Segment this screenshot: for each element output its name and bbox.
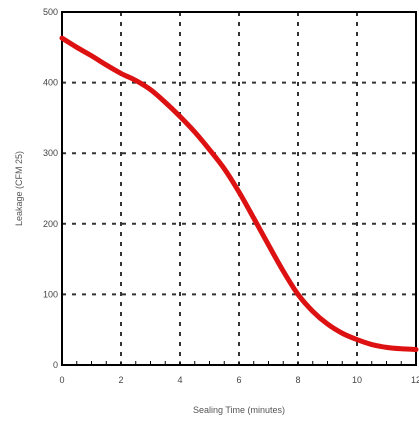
series-line-0 <box>59 35 419 352</box>
y-tick-label-300: 300 <box>43 148 58 158</box>
y-tick-label-100: 100 <box>43 289 58 299</box>
x-tick-label-2: 2 <box>118 375 123 385</box>
y-axis-ticks: 0 100 200 300 400 500 <box>43 7 58 370</box>
x-axis-ticks: 0 2 4 6 8 10 12 <box>59 375 419 385</box>
y-tick-label-400: 400 <box>43 78 58 88</box>
series-layer <box>59 35 419 352</box>
x-tick-label-4: 4 <box>177 375 182 385</box>
x-tick-label-12: 12 <box>411 375 419 385</box>
y-tick-label-200: 200 <box>43 219 58 229</box>
y-axis-label: Leakage (CFM 25) <box>14 151 24 226</box>
x-tick-label-10: 10 <box>352 375 362 385</box>
x-tick-label-8: 8 <box>295 375 300 385</box>
x-tick-label-6: 6 <box>236 375 241 385</box>
minor-ticks <box>61 361 417 365</box>
y-tick-label-0: 0 <box>53 360 58 370</box>
x-axis-label: Sealing Time (minutes) <box>193 405 285 415</box>
y-tick-label-500: 500 <box>43 7 58 17</box>
x-tick-label-0: 0 <box>59 375 64 385</box>
